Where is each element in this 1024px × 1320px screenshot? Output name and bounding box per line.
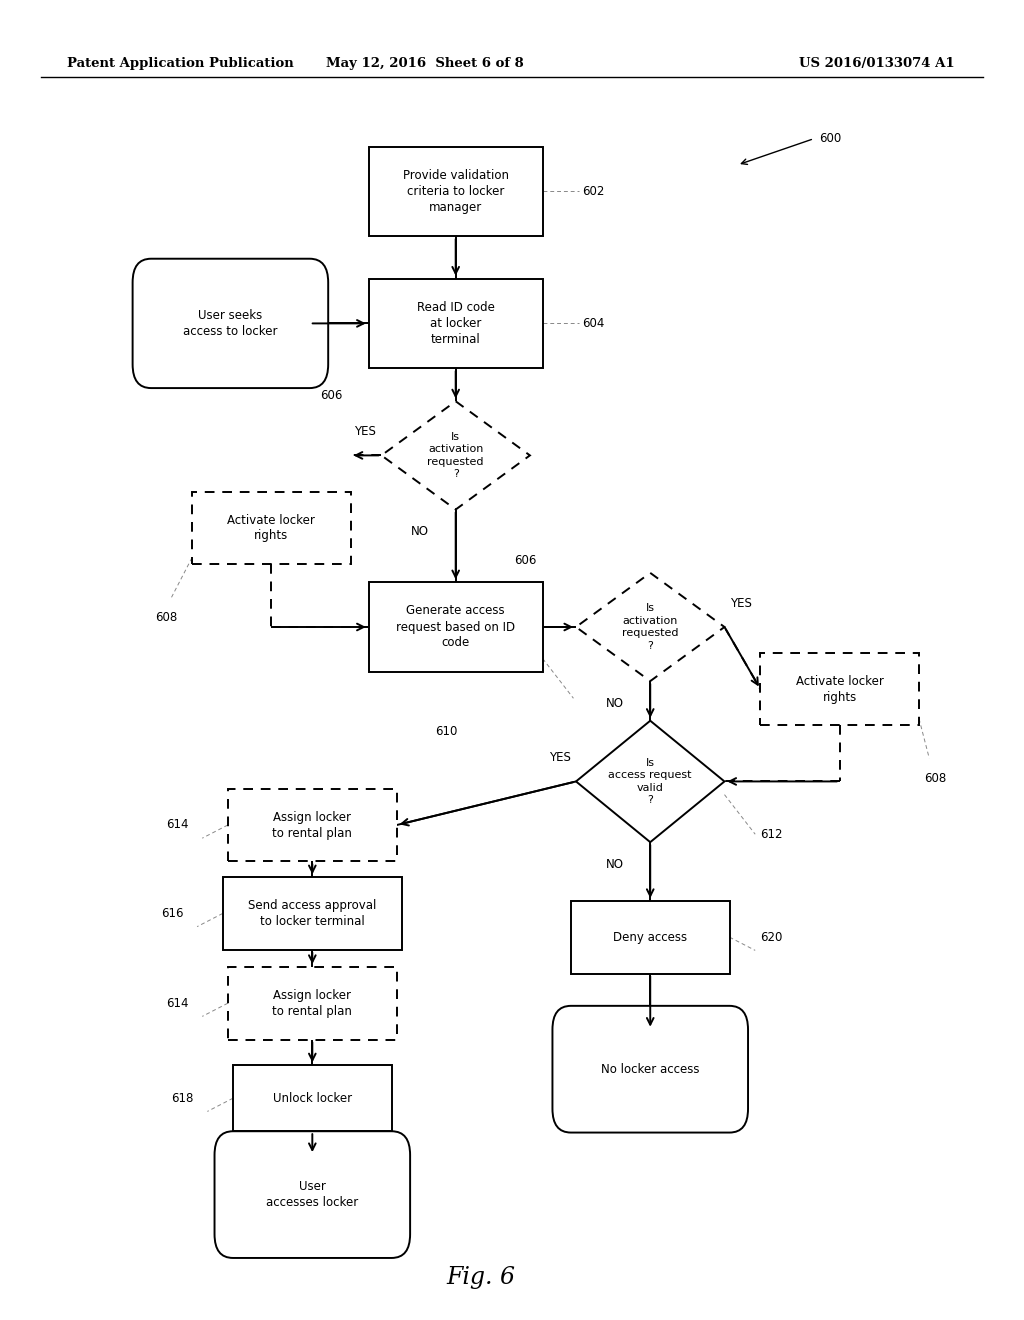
Text: Provide validation
criteria to locker
manager: Provide validation criteria to locker ma… (402, 169, 509, 214)
Text: No locker access: No locker access (601, 1063, 699, 1076)
Bar (760, 653, 920, 726)
Text: 608: 608 (156, 611, 177, 623)
Bar (223, 876, 401, 950)
Text: User
accesses locker: User accesses locker (266, 1180, 358, 1209)
Text: Read ID code
at locker
terminal: Read ID code at locker terminal (417, 301, 495, 346)
Text: NO: NO (605, 697, 624, 710)
Text: Fig. 6: Fig. 6 (446, 1266, 516, 1290)
Text: 612: 612 (760, 828, 782, 841)
Polygon shape (575, 573, 725, 681)
Text: 606: 606 (319, 389, 342, 403)
Polygon shape (575, 721, 725, 842)
Text: Send access approval
to locker terminal: Send access approval to locker terminal (248, 899, 377, 928)
Polygon shape (381, 401, 530, 510)
FancyBboxPatch shape (215, 1131, 410, 1258)
Text: Assign locker
to rental plan: Assign locker to rental plan (272, 989, 352, 1018)
Bar (232, 1065, 391, 1131)
Text: Activate locker
rights: Activate locker rights (227, 513, 315, 543)
FancyBboxPatch shape (133, 259, 328, 388)
Text: May 12, 2016  Sheet 6 of 8: May 12, 2016 Sheet 6 of 8 (326, 57, 524, 70)
Text: User seeks
access to locker: User seeks access to locker (183, 309, 278, 338)
Text: NO: NO (411, 525, 429, 539)
Text: Is
access request
valid
?: Is access request valid ? (608, 758, 692, 805)
Text: YES: YES (354, 425, 377, 438)
Text: US 2016/0133074 A1: US 2016/0133074 A1 (799, 57, 954, 70)
Text: 614: 614 (166, 997, 188, 1010)
Text: Unlock locker: Unlock locker (272, 1092, 352, 1105)
Bar (369, 582, 543, 672)
Text: 620: 620 (760, 931, 782, 944)
Text: 600: 600 (819, 132, 842, 145)
Text: 610: 610 (435, 725, 458, 738)
Text: 606: 606 (514, 554, 537, 568)
Text: NO: NO (605, 858, 624, 871)
Bar (369, 147, 543, 236)
Bar (193, 491, 350, 565)
Bar (369, 279, 543, 368)
Text: Is
activation
requested
?: Is activation requested ? (427, 432, 484, 479)
Text: 614: 614 (166, 818, 188, 832)
Text: Is
activation
requested
?: Is activation requested ? (622, 603, 679, 651)
Bar (227, 789, 396, 862)
Text: Patent Application Publication: Patent Application Publication (67, 57, 293, 70)
Text: Deny access: Deny access (613, 931, 687, 944)
Text: YES: YES (549, 751, 571, 764)
Bar (227, 966, 396, 1040)
FancyBboxPatch shape (553, 1006, 748, 1133)
Text: Assign locker
to rental plan: Assign locker to rental plan (272, 810, 352, 840)
Text: 608: 608 (924, 772, 946, 784)
Text: YES: YES (729, 597, 752, 610)
Text: 604: 604 (582, 317, 604, 330)
Bar (571, 902, 729, 974)
Text: Generate access
request based on ID
code: Generate access request based on ID code (396, 605, 515, 649)
Text: 616: 616 (162, 907, 183, 920)
Text: 618: 618 (171, 1092, 194, 1105)
Text: 602: 602 (582, 185, 604, 198)
Text: Activate locker
rights: Activate locker rights (796, 675, 884, 704)
